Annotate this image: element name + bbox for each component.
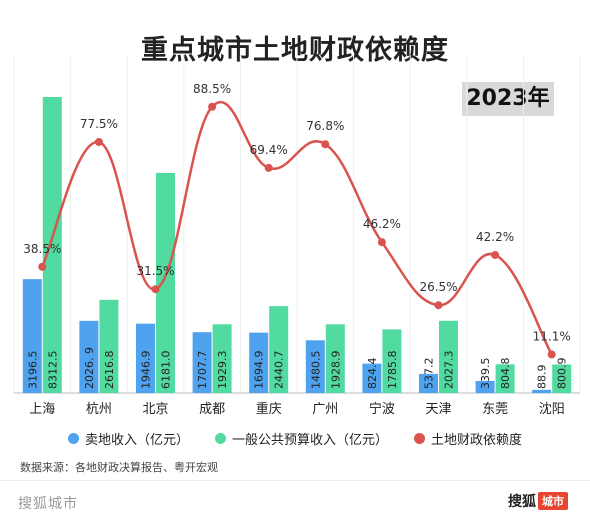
chart-legend: 卖地收入（亿元） 一般公共预算收入（亿元） 土地财政依赖度 — [0, 428, 590, 448]
x-tick-label: 天津 — [425, 402, 451, 417]
x-tick-label: 广州 — [312, 402, 338, 417]
data-label-dependency: 31.5% — [136, 264, 174, 278]
data-label-land-sales: 537.2 — [423, 358, 436, 390]
bar-budget-revenue — [156, 172, 175, 393]
bar-budget-revenue — [439, 320, 458, 393]
legend-dot-dependency — [414, 432, 425, 444]
data-label-dependency: 11.1% — [533, 329, 571, 343]
legend-label-land-sales: 卖地收入（亿元） — [84, 432, 189, 448]
bar-land-sales — [192, 332, 212, 393]
bar-land-sales — [249, 332, 269, 393]
legend-item-land-sales: 卖地收入（亿元） — [67, 428, 189, 448]
data-label-land-sales: 3196.5 — [26, 351, 39, 390]
footer-logo-text: 搜狐 — [508, 494, 536, 510]
point-dependency — [208, 102, 217, 111]
data-label-budget-revenue: 2027.3 — [443, 351, 456, 390]
chart-title: 重点城市土地财政依赖度 — [141, 35, 449, 66]
data-label-budget-revenue: 2616.8 — [103, 351, 116, 390]
legend-item-dependency: 土地财政依赖度 — [414, 428, 522, 448]
legend-label-dependency: 土地财政依赖度 — [431, 432, 523, 448]
x-tick-label: 成都 — [199, 402, 225, 417]
point-dependency — [321, 140, 330, 149]
data-label-dependency: 46.2% — [363, 217, 401, 231]
bar-budget-revenue — [382, 329, 402, 393]
data-label-land-sales: 2026. 9 — [83, 347, 96, 389]
bar-budget-revenue — [495, 364, 515, 393]
year-badge: 2023年 — [462, 82, 554, 116]
bar-land-sales — [532, 389, 552, 393]
data-label-land-sales: 1480.5 — [309, 351, 322, 390]
bar-land-sales — [22, 279, 42, 393]
legend-item-budget-revenue: 一般公共预算收入（亿元） — [214, 428, 388, 448]
x-tick-label: 东莞 — [482, 402, 508, 417]
data-label-dependency: 38.5% — [23, 242, 61, 256]
legend-dot-land-sales — [67, 432, 79, 444]
legend-label-budget-revenue: 一般公共预算收入（亿元） — [231, 432, 388, 448]
bar-land-sales — [79, 320, 99, 393]
bar-land-sales — [305, 340, 325, 393]
footer-logo-badge: 城市 — [538, 492, 568, 510]
bar-land-sales — [362, 363, 382, 393]
data-label-budget-revenue: 8312.5 — [46, 351, 59, 390]
point-dependency — [434, 301, 443, 310]
point-dependency — [151, 285, 160, 294]
data-label-dependency: 26.5% — [419, 280, 457, 294]
point-dependency — [264, 163, 273, 172]
data-label-land-sales: 824.4 — [366, 358, 379, 390]
bar-budget-revenue — [42, 97, 62, 393]
bar-land-sales — [136, 323, 155, 393]
data-source: 数据来源：各地财政决算报告、粤开宏观 — [20, 461, 218, 474]
data-label-budget-revenue: 804.8 — [499, 358, 512, 390]
point-dependency — [547, 350, 556, 359]
x-tick-label: 杭州 — [86, 402, 112, 417]
point-dependency — [377, 238, 386, 247]
x-tick-label: 北京 — [142, 402, 168, 417]
legend-dot-budget-revenue — [214, 432, 226, 444]
bar-budget-revenue — [552, 364, 572, 393]
bar-budget-revenue — [99, 299, 119, 393]
x-tick-label: 宁波 — [369, 401, 395, 417]
data-label-budget-revenue: 1785.8 — [386, 351, 399, 390]
x-tick-label: 重庆 — [256, 401, 282, 417]
bar-budget-revenue — [212, 324, 232, 393]
footer-logo[interactable]: 搜狐 城市 — [508, 491, 568, 511]
point-dependency — [94, 138, 103, 146]
data-label-budget-revenue: 1929.3 — [216, 351, 229, 390]
footer-divider — [0, 480, 590, 481]
bar-land-sales — [419, 373, 438, 393]
data-label-budget-revenue: 1928.9 — [329, 351, 342, 390]
point-dependency — [38, 262, 47, 271]
data-label-land-sales: 339.5 — [479, 358, 492, 390]
data-label-dependency: 42.2% — [476, 230, 514, 244]
data-label-land-sales: 1707.7 — [196, 351, 209, 390]
data-label-land-sales: 1946.9 — [140, 351, 153, 390]
x-tick-label: 沈阳 — [539, 402, 565, 417]
data-label-land-sales: 1694.9 — [253, 351, 266, 390]
data-label-dependency: 88.5% — [193, 82, 231, 96]
footer-site-name: 搜狐城市 — [18, 496, 78, 512]
bar-budget-revenue — [325, 324, 345, 393]
x-tick-label: 上海 — [29, 402, 55, 417]
data-label-budget-revenue: 2440.7 — [273, 351, 286, 390]
bar-budget-revenue — [269, 306, 289, 393]
data-label-dependency: 77.5% — [80, 117, 118, 131]
data-label-budget-revenue: 6181.0 — [160, 351, 173, 390]
data-label-land-sales: 88.9 — [536, 365, 549, 390]
data-label-dependency: 69.4% — [250, 143, 288, 157]
point-dependency — [491, 250, 500, 259]
bar-land-sales — [475, 380, 495, 393]
data-label-budget-revenue: 800.9 — [556, 358, 569, 390]
data-label-dependency: 76.8% — [306, 119, 344, 133]
